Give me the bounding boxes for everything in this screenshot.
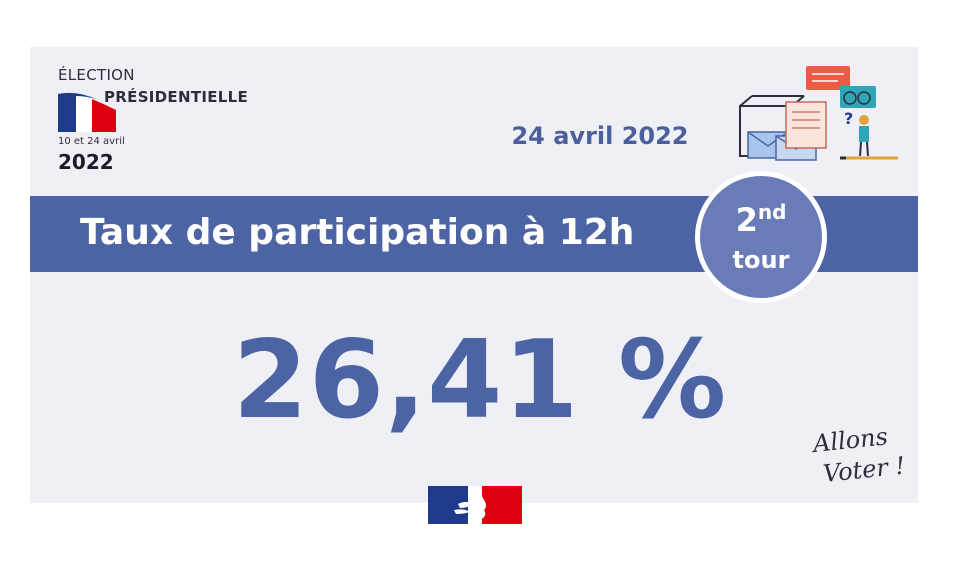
round-number: 2nd	[700, 200, 822, 239]
round-badge: 2nd tour	[695, 171, 827, 303]
participation-rate: 26,41 %	[232, 318, 728, 443]
slogan-line-2: Voter !	[822, 452, 907, 488]
logo-line-election: ÉLECTION	[58, 66, 135, 84]
voting-illustration-icon: ?	[739, 66, 898, 161]
allons-voter-slogan: Allons Voter !	[810, 424, 907, 488]
logo-line-presidentielle: PRÉSIDENTIELLE	[104, 88, 249, 106]
marianne-logo-icon	[428, 486, 522, 524]
french-flag-icon	[58, 92, 116, 132]
date-label: 24 avril 2022	[511, 122, 689, 150]
round-suffix: nd	[757, 200, 787, 224]
election-logo: ÉLECTION PRÉSIDENTIELLE 10 et 24 avril 2…	[58, 66, 278, 176]
svg-text:?: ?	[844, 109, 853, 128]
logo-dates: 10 et 24 avril	[58, 136, 125, 147]
round-label: tour	[732, 246, 790, 274]
slogan-line-1: Allons	[810, 424, 889, 458]
round-digit: 2	[735, 201, 758, 239]
banner-title: Taux de participation à 12h	[80, 212, 635, 253]
logo-year: 2022	[58, 150, 114, 174]
